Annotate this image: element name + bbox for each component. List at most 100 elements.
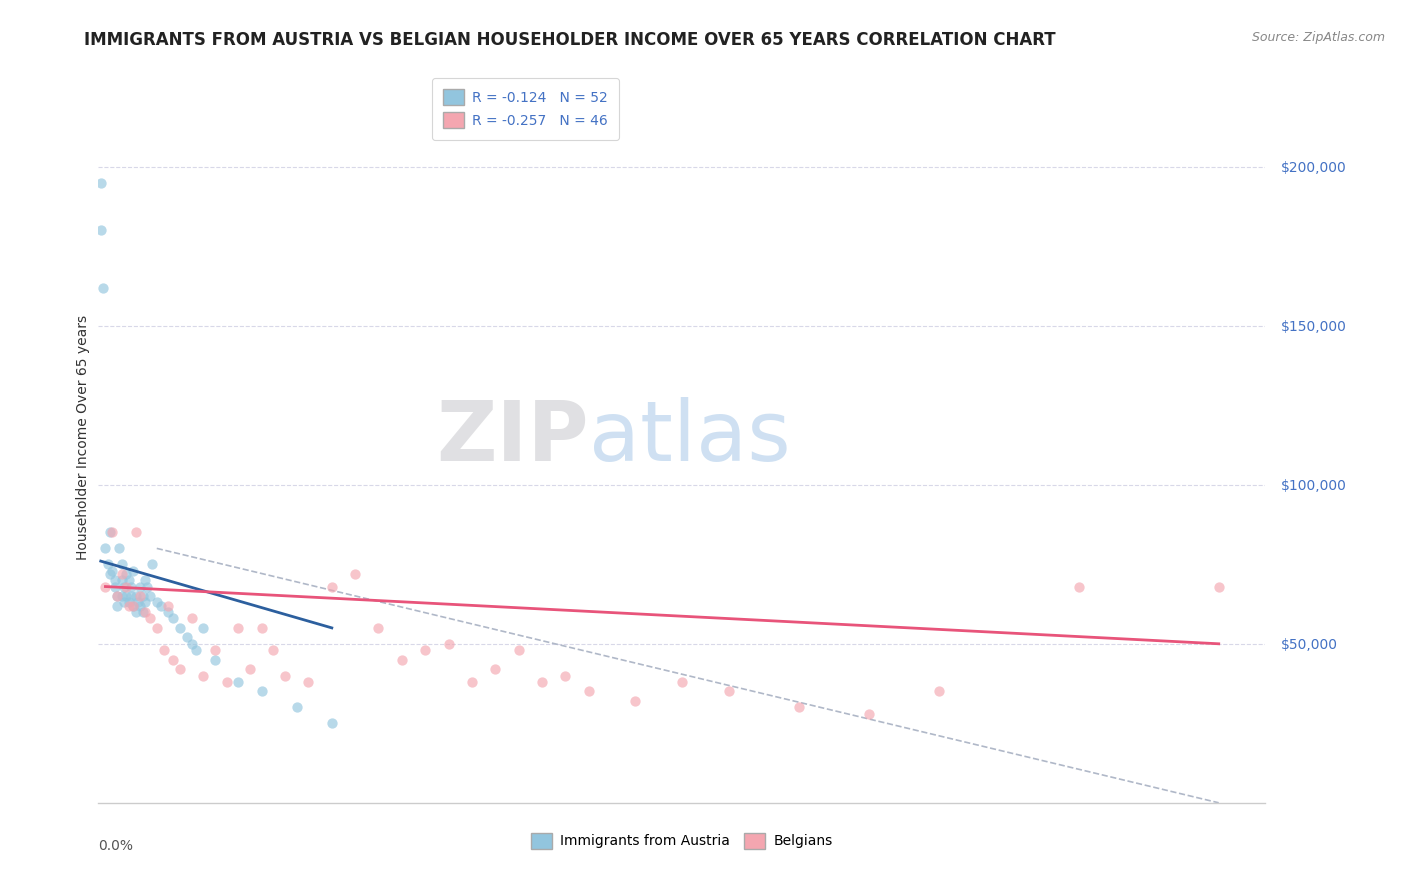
Point (104, 580, 127, 594)
Point (858, 706, 880, 721)
Point (118, 573, 141, 587)
Text: atlas: atlas (589, 397, 790, 477)
Point (928, 684, 950, 698)
Point (204, 653, 226, 667)
Point (108, 541, 131, 556)
Point (129, 580, 152, 594)
Point (152, 643, 174, 657)
Point (90, 223, 112, 237)
Point (193, 668, 215, 682)
Point (112, 580, 135, 594)
Point (321, 716, 343, 731)
Point (717, 684, 740, 698)
Point (367, 621, 389, 635)
Point (157, 605, 180, 619)
Point (127, 595, 149, 609)
Y-axis label: Householder Income Over 65 years: Householder Income Over 65 years (76, 315, 90, 559)
Point (193, 621, 215, 635)
Point (94, 541, 117, 556)
Point (105, 589, 128, 603)
Point (118, 595, 141, 609)
Point (180, 611, 202, 625)
Point (215, 675, 238, 690)
Point (1067, 580, 1090, 594)
Point (101, 525, 124, 540)
Point (105, 599, 128, 613)
Point (134, 573, 156, 587)
Point (437, 637, 460, 651)
Point (120, 580, 142, 594)
Point (111, 558, 134, 572)
Point (146, 621, 169, 635)
Point (136, 580, 159, 594)
Point (624, 694, 647, 708)
Point (134, 595, 156, 609)
Point (91, 280, 114, 294)
Point (204, 643, 226, 657)
Point (122, 599, 145, 613)
Point (125, 525, 148, 540)
Point (169, 621, 191, 635)
Point (122, 599, 145, 613)
Point (146, 595, 169, 609)
Point (180, 637, 202, 651)
Point (111, 589, 134, 603)
Point (112, 595, 135, 609)
Point (169, 662, 191, 676)
Point (1208, 580, 1230, 594)
Point (101, 564, 124, 578)
Point (139, 589, 162, 603)
Point (297, 675, 319, 690)
Point (508, 643, 530, 657)
Point (115, 566, 138, 581)
Point (129, 599, 152, 613)
Point (787, 700, 810, 714)
Point (132, 605, 155, 619)
Point (162, 653, 184, 667)
Point (98, 525, 121, 540)
Point (98, 566, 121, 581)
Point (344, 566, 367, 581)
Text: ZIP: ZIP (436, 397, 589, 477)
Point (125, 605, 148, 619)
Point (461, 675, 484, 690)
Point (578, 684, 600, 698)
Point (122, 564, 145, 578)
Point (125, 589, 148, 603)
Point (104, 573, 127, 587)
Point (162, 611, 184, 625)
Point (554, 668, 576, 682)
Point (90, 176, 112, 190)
Point (115, 580, 138, 594)
Point (321, 580, 343, 594)
Point (134, 605, 156, 619)
Point (228, 675, 250, 690)
Point (274, 668, 297, 682)
Point (111, 573, 134, 587)
Point (157, 599, 180, 613)
Point (94, 580, 117, 594)
Point (228, 621, 250, 635)
Point (250, 621, 273, 635)
Point (262, 643, 284, 657)
Point (132, 589, 155, 603)
Point (120, 589, 142, 603)
Text: 0.0%: 0.0% (98, 839, 134, 854)
Point (150, 599, 173, 613)
Point (176, 631, 198, 645)
Point (118, 599, 141, 613)
Point (141, 558, 163, 572)
Point (139, 611, 162, 625)
Point (239, 662, 262, 676)
Point (285, 700, 308, 714)
Point (115, 589, 138, 603)
Point (97, 558, 120, 572)
Point (186, 643, 208, 657)
Point (129, 589, 152, 603)
Point (484, 662, 506, 676)
Point (671, 675, 693, 690)
Point (250, 684, 273, 698)
Text: Source: ZipAtlas.com: Source: ZipAtlas.com (1251, 31, 1385, 45)
Point (413, 643, 436, 657)
Point (105, 589, 128, 603)
